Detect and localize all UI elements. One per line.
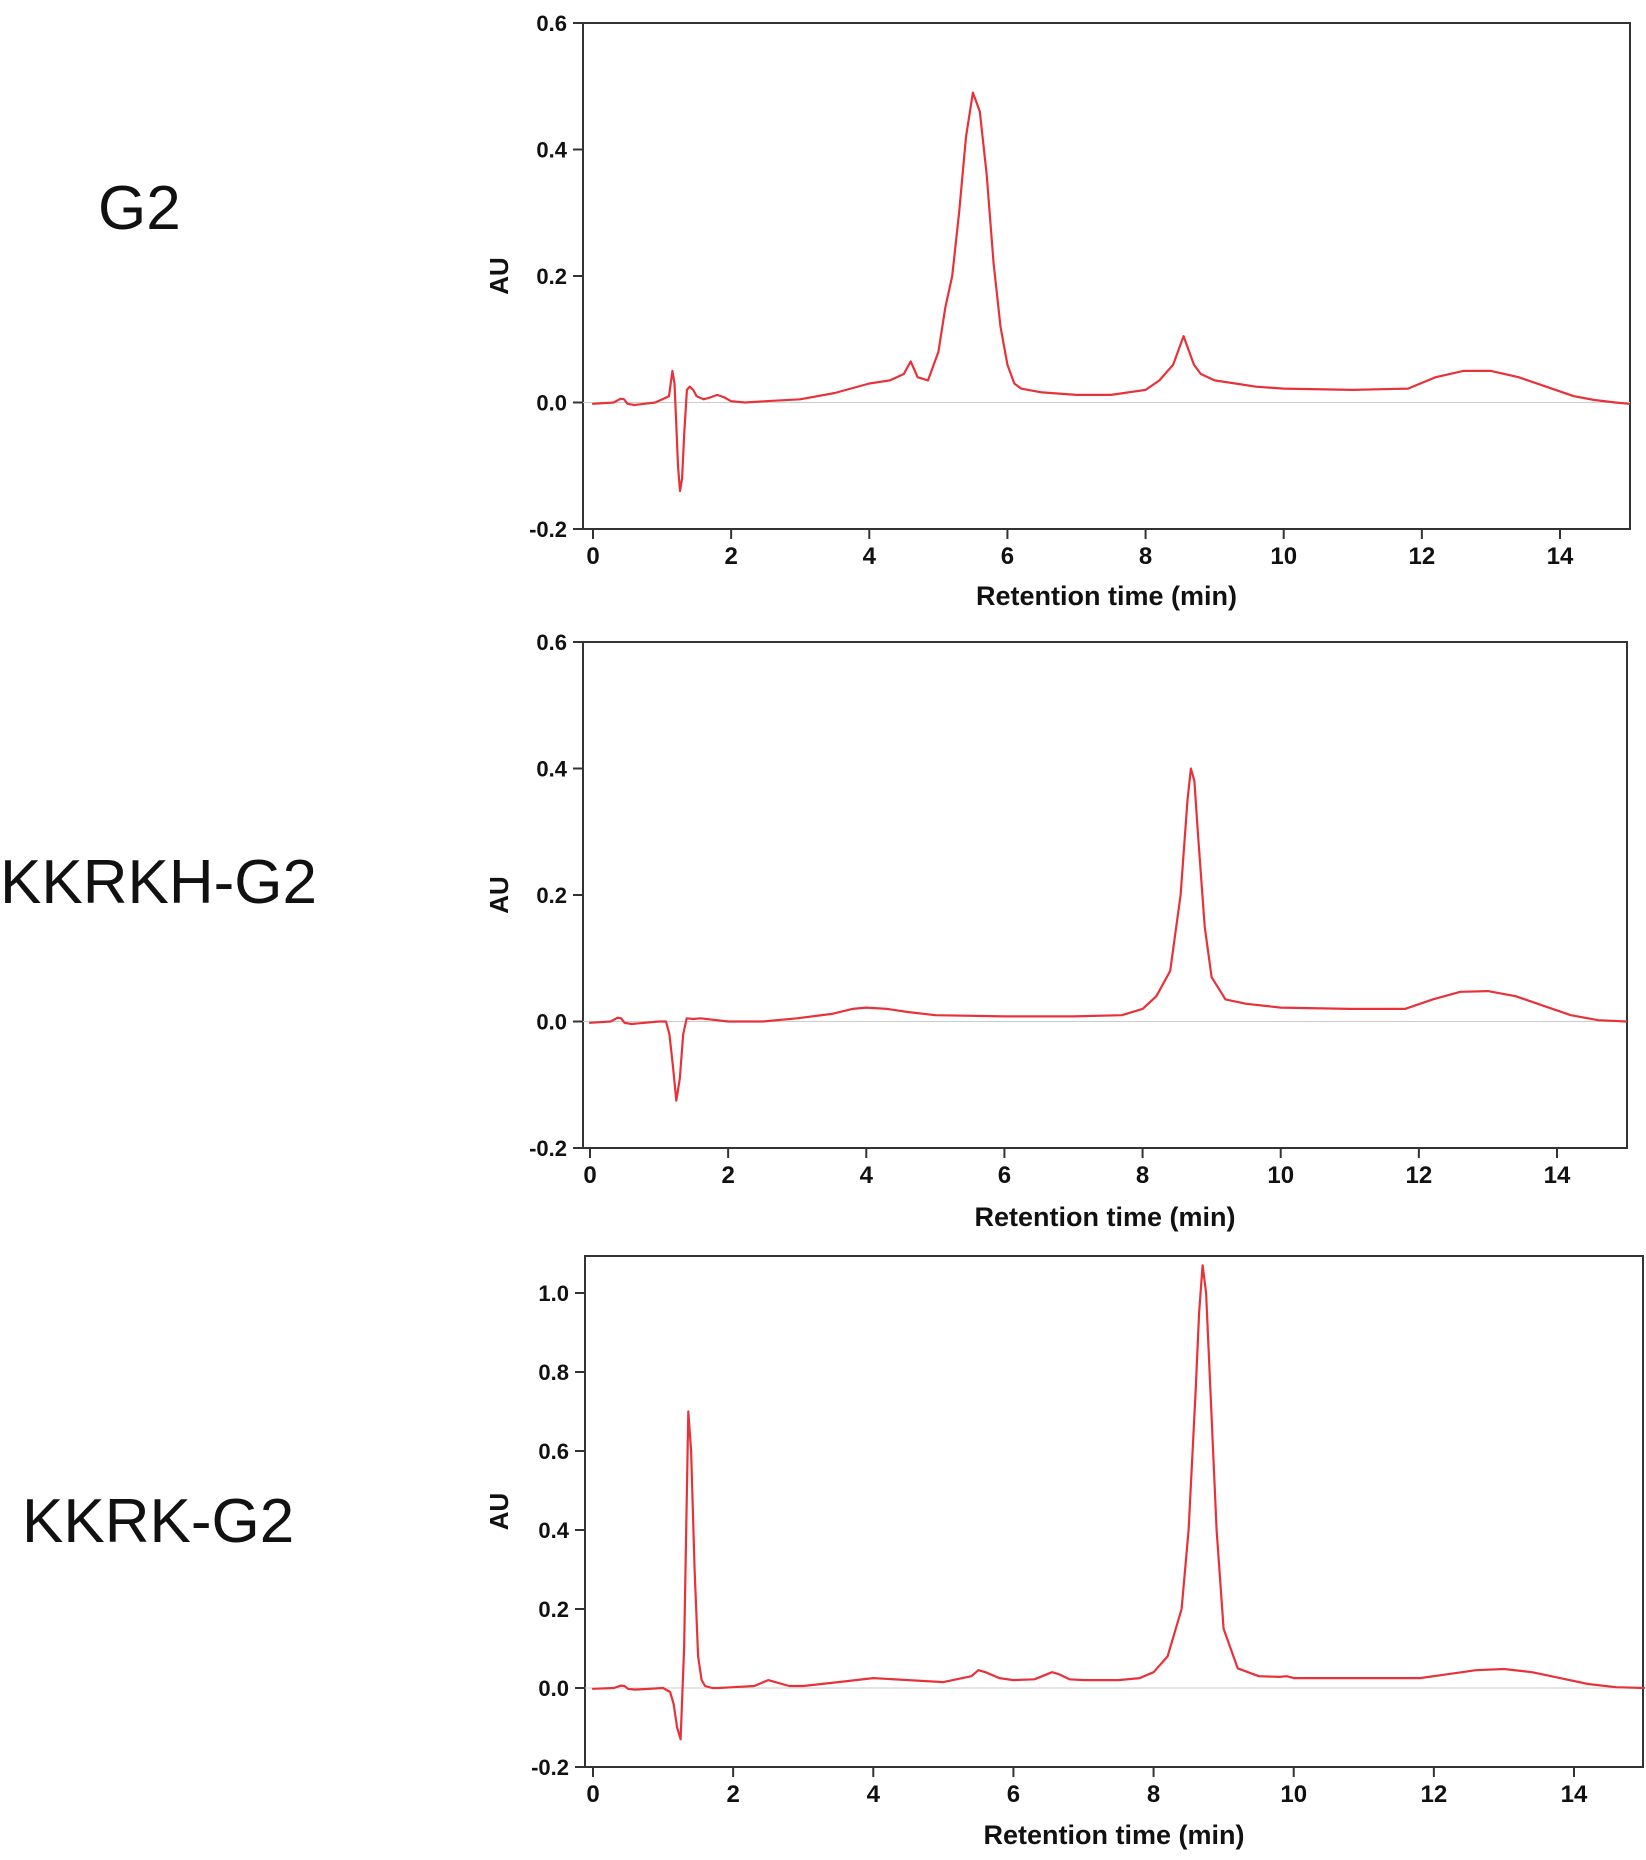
y-tick-label: 0.6 bbox=[536, 630, 567, 655]
x-tick-label: 6 bbox=[1001, 543, 1014, 570]
plot-frame bbox=[584, 1255, 1644, 1768]
y-tick-label: 0.6 bbox=[538, 1439, 569, 1464]
x-tick-label: 12 bbox=[1421, 1781, 1448, 1808]
x-tick-label: 8 bbox=[1139, 543, 1152, 570]
y-tick-label: 0.0 bbox=[536, 1010, 567, 1035]
x-tick-label: 10 bbox=[1270, 543, 1297, 570]
y-tick-label: 1.0 bbox=[538, 1281, 569, 1306]
chart-panel-3: -0.2 0.0 0.2 0.4 0.6 0.8 1.0 0 2 4 6 8 10 12 14 Retenti… bbox=[484, 1255, 1646, 1850]
x-tick-label: 2 bbox=[726, 1781, 739, 1808]
chart-panel-2: -0.2 0.0 0.2 0.4 0.6 0 2 4 6 8 10 12 14 Retention tim… bbox=[484, 630, 1628, 1232]
y-tick-label: 0.2 bbox=[536, 264, 567, 289]
x-tick-label: 4 bbox=[867, 1781, 881, 1808]
x-axis-label: Retention time (min) bbox=[976, 581, 1237, 611]
x-tick-label: 0 bbox=[583, 1162, 596, 1189]
y-axis-label: AU bbox=[484, 876, 514, 914]
x-tick-label: 14 bbox=[1561, 1781, 1588, 1808]
y-tick-label: -0.2 bbox=[529, 517, 567, 542]
x-tick-label: 0 bbox=[586, 1781, 599, 1808]
y-tick-label: 0.6 bbox=[536, 11, 567, 36]
plot-frame bbox=[582, 22, 1631, 530]
chromatogram-trace bbox=[591, 1264, 1646, 1741]
plot-frame bbox=[582, 641, 1628, 1149]
x-tick-label: 10 bbox=[1280, 1781, 1307, 1808]
y-tick-label: -0.2 bbox=[531, 1755, 569, 1780]
chart-panel-1: -0.2 0.0 0.2 0.4 0.6 0 2 4 6 8 10 12 14 Retention tim… bbox=[484, 11, 1631, 611]
chromatogram-trace bbox=[588, 767, 1628, 1102]
y-tick-label: 0.2 bbox=[536, 883, 567, 908]
x-tick-label: 12 bbox=[1409, 543, 1436, 570]
y-axis-label: AU bbox=[484, 1493, 514, 1531]
x-tick-label: 0 bbox=[586, 543, 599, 570]
y-tick-label: 0.4 bbox=[536, 138, 567, 163]
y-tick-label: 0.4 bbox=[538, 1518, 569, 1543]
x-tick-label: 8 bbox=[1136, 1162, 1149, 1189]
sample-label-kkrkh-g2: KKRKH-G2 bbox=[0, 848, 317, 917]
x-tick-label: 14 bbox=[1547, 543, 1574, 570]
x-tick-label: 6 bbox=[998, 1162, 1011, 1189]
chromatogram-trace bbox=[591, 91, 1631, 493]
x-tick-label: 2 bbox=[721, 1162, 734, 1189]
x-tick-label: 4 bbox=[863, 543, 877, 570]
x-tick-label: 4 bbox=[860, 1162, 874, 1189]
y-tick-label: 0.8 bbox=[538, 1360, 569, 1385]
x-axis-label: Retention time (min) bbox=[984, 1820, 1245, 1850]
y-axis-label: AU bbox=[484, 257, 514, 295]
y-tick-label: 0.4 bbox=[536, 757, 567, 782]
y-tick-label: 0.0 bbox=[538, 1676, 569, 1701]
sample-label-g2: G2 bbox=[98, 174, 181, 243]
x-axis-label: Retention time (min) bbox=[975, 1202, 1236, 1232]
y-tick-label: 0.2 bbox=[538, 1597, 569, 1622]
y-tick-label: 0.0 bbox=[536, 391, 567, 416]
x-tick-label: 8 bbox=[1147, 1781, 1160, 1808]
x-tick-label: 14 bbox=[1544, 1162, 1571, 1189]
x-tick-label: 12 bbox=[1406, 1162, 1433, 1189]
x-tick-label: 10 bbox=[1267, 1162, 1294, 1189]
x-tick-label: 2 bbox=[724, 543, 737, 570]
sample-label-kkrk-g2: KKRK-G2 bbox=[22, 1487, 295, 1556]
y-tick-label: -0.2 bbox=[529, 1136, 567, 1161]
x-tick-label: 6 bbox=[1007, 1781, 1020, 1808]
